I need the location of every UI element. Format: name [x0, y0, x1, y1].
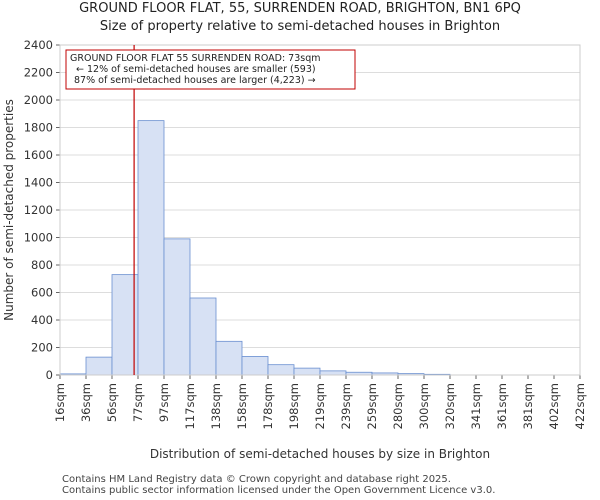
x-tick-label: 239sqm: [339, 383, 353, 429]
x-tick-label: 56sqm: [105, 383, 119, 422]
y-tick-label: 400: [31, 313, 53, 327]
x-tick-label: 402sqm: [547, 383, 561, 429]
annotation-line-1: GROUND FLOOR FLAT 55 SURRENDEN ROAD: 73s…: [70, 53, 321, 64]
histogram-bar: [293, 367, 321, 376]
footer-line-2: Contains public sector information licen…: [62, 485, 496, 496]
x-tick-label: 259sqm: [365, 383, 379, 429]
bars: [59, 120, 451, 376]
y-tick-label: 800: [31, 258, 53, 272]
histogram-bar: [267, 364, 295, 376]
x-tick-label: 178sqm: [261, 383, 275, 429]
histogram-bar: [215, 340, 243, 376]
x-tick-label: 341sqm: [469, 383, 483, 429]
x-tick-label: 300sqm: [417, 383, 431, 429]
histogram-bar: [85, 356, 113, 376]
chart-title: GROUND FLOOR FLAT, 55, SURRENDEN ROAD, B…: [79, 1, 521, 16]
annotation-frame: [65, 49, 356, 90]
y-tick-label: 1800: [24, 121, 53, 135]
x-tick-label: 280sqm: [391, 383, 405, 429]
y-tick-label: 1400: [24, 176, 53, 190]
y-tick-label: 2000: [24, 93, 53, 107]
y-tick-label: 1000: [24, 231, 53, 245]
histogram-bar: [319, 370, 347, 376]
x-tick-label: 138sqm: [209, 383, 223, 429]
x-tick-label: 320sqm: [443, 383, 457, 429]
x-tick-label: 422sqm: [573, 383, 587, 429]
x-tick-label: 198sqm: [287, 383, 301, 429]
plot-frame: [59, 44, 581, 376]
x-tick-label: 97sqm: [157, 383, 171, 422]
annotation-line-2: ← 12% of semi-detached houses are smalle…: [76, 64, 316, 75]
histogram-bar: [189, 297, 217, 376]
x-tick-label: 36sqm: [79, 383, 93, 422]
x-tick-label: 77sqm: [131, 383, 145, 422]
y-axis-ticks: 0 200 400 600 800 1000 1200 1400 1600 1800 2000 220…: [24, 38, 60, 382]
x-axis-ticks: 16sqm 36sqm 56sqm 77sqm 97sqm 117sqm 138sqm 158…: [53, 375, 587, 429]
y-tick-label: 0: [46, 368, 53, 382]
x-tick-label: 361sqm: [495, 383, 509, 429]
x-axis-label: Distribution of semi-detached houses by …: [150, 447, 490, 461]
x-tick-label: 219sqm: [313, 383, 327, 429]
chart-subtitle: Size of property relative to semi-detach…: [99, 19, 501, 34]
y-tick-label: 1200: [24, 203, 53, 217]
y-tick-label: 600: [31, 286, 53, 300]
y-tick-label: 2200: [24, 66, 53, 80]
x-tick-label: 381sqm: [521, 383, 535, 429]
y-axis-label: Number of semi-detached properties: [2, 99, 16, 321]
x-tick-label: 16sqm: [53, 383, 67, 422]
annotation-box: GROUND FLOOR FLAT 55 SURRENDEN ROAD: 73s…: [65, 49, 356, 90]
histogram-bar: [163, 238, 191, 376]
y-tick-label: 1600: [24, 148, 53, 162]
annotation-line-3: 87% of semi-detached houses are larger (…: [74, 75, 316, 86]
histogram-bar: [241, 356, 269, 376]
footer-line-1: Contains HM Land Registry data © Crown c…: [62, 474, 451, 485]
histogram-bar: [137, 120, 165, 376]
x-tick-label: 117sqm: [183, 383, 197, 429]
y-tick-label: 200: [31, 341, 53, 355]
y-tick-label: 2400: [24, 38, 53, 52]
x-tick-label: 158sqm: [235, 383, 249, 429]
